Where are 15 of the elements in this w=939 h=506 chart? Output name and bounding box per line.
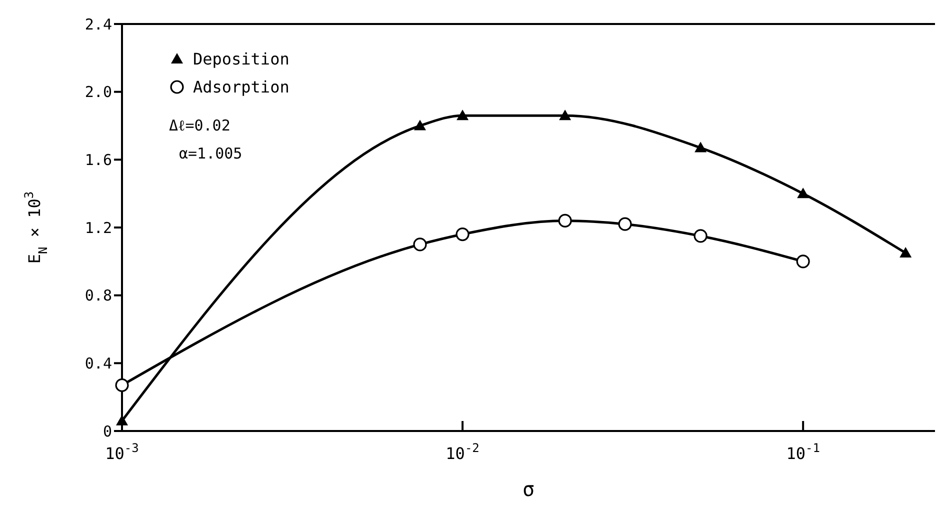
x-tick-label: 10$^{-2}$ <box>446 441 480 463</box>
y-tick-label: 1.2 <box>84 218 112 237</box>
y-tick-label: 0 <box>102 422 112 440</box>
annotation: Δℓ=0.02 <box>169 116 230 134</box>
y-tick-label: 2.0 <box>84 83 112 102</box>
x-tick-label: 10$^{-3}$ <box>105 441 139 463</box>
annotation: α=1.005 <box>179 144 242 162</box>
x-axis-title: σ <box>522 477 535 501</box>
legend-label: Deposition <box>193 50 290 69</box>
y-tick-label: 1.6 <box>84 150 112 169</box>
x-tick-label: 10$^{-1}$ <box>786 441 820 463</box>
y-tick-label: 2.4 <box>84 15 112 34</box>
legend-label: Adsorption <box>193 78 290 97</box>
y-tick-label: 0.8 <box>84 286 112 305</box>
y-tick-label: 0.4 <box>84 354 112 372</box>
